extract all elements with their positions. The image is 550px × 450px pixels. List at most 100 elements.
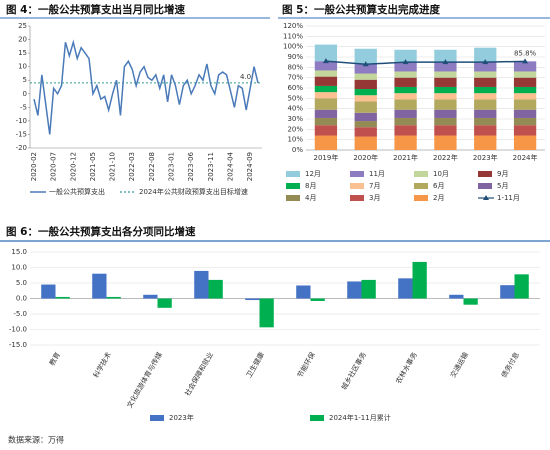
- bar-segment: [394, 125, 417, 136]
- bar-segment: [394, 99, 417, 110]
- y-tick-label: 40%: [287, 105, 303, 113]
- y-tick-label: 70%: [287, 74, 303, 82]
- legend-swatch: [150, 415, 164, 421]
- line-marker: [322, 58, 329, 64]
- x-tick-label: 2022年: [433, 153, 458, 162]
- line-marker: [482, 59, 489, 65]
- legend-label: 2024年1-11月累计: [329, 413, 391, 422]
- legend-label: 2月: [433, 194, 444, 202]
- y-tick-label: 80%: [287, 63, 303, 71]
- bar: [398, 278, 413, 299]
- bar-segment: [513, 86, 537, 94]
- bar-segment: [314, 117, 338, 126]
- y-tick-label: -15.0: [9, 341, 27, 349]
- bar-segment: [314, 135, 338, 150]
- bar-segment: [474, 71, 497, 78]
- bar: [310, 298, 325, 301]
- legend-swatch: [286, 183, 300, 189]
- bar-segment: [354, 79, 377, 90]
- y-tick-label: 15.0: [11, 248, 27, 256]
- legend-label: 3月: [369, 194, 380, 202]
- y-tick-label: -10: [16, 117, 27, 125]
- legend-label: 4月: [305, 194, 316, 202]
- x-tick-label: 2020-12: [69, 152, 77, 181]
- bar-segment: [434, 117, 457, 126]
- bar-segment: [474, 125, 497, 136]
- y-tick-label: 0.0: [16, 295, 27, 303]
- bar-segment: [474, 135, 497, 150]
- x-tick-label: 农林水事务: [394, 351, 419, 386]
- x-tick-label: 2020年: [353, 153, 378, 162]
- bar-segment: [434, 93, 457, 100]
- bar-segment: [474, 99, 497, 110]
- chart-title: 图 6：一般公共预算支出各分项同比增速: [6, 225, 196, 238]
- bar-segment: [474, 47, 497, 63]
- x-tick-label: 2021年: [393, 153, 418, 162]
- y-tick-label: 20%: [287, 125, 303, 133]
- bar-segment: [513, 117, 537, 126]
- bar-segment: [513, 77, 537, 87]
- bar: [55, 296, 70, 299]
- bar-segment: [474, 109, 497, 118]
- bar-segment: [394, 49, 417, 63]
- x-tick-label: 2021-05: [89, 152, 97, 181]
- x-tick-label: 交通运输: [448, 351, 470, 380]
- y-tick-label: 15: [18, 49, 27, 57]
- y-tick-label: -5.0: [13, 310, 27, 318]
- bar-segment: [314, 70, 338, 77]
- reference-label: 4.0: [240, 73, 251, 81]
- y-tick-label: 90%: [287, 53, 303, 61]
- x-tick-label: 2024年: [513, 153, 538, 162]
- bar-segment: [314, 44, 338, 62]
- bar-segment: [314, 98, 338, 110]
- bar-segment: [513, 71, 537, 78]
- bar-segment: [394, 135, 417, 150]
- line-marker: [402, 59, 409, 65]
- legend-label: 5月: [497, 182, 508, 190]
- y-tick-label: 100%: [283, 43, 303, 51]
- x-tick-label: 2023-11: [207, 152, 215, 181]
- y-tick-label: 10%: [287, 136, 303, 144]
- bar: [463, 298, 478, 305]
- bar: [106, 296, 121, 299]
- x-tick-label: 2019年: [314, 153, 339, 162]
- x-tick-label: 节能环保: [295, 351, 317, 380]
- legend-label: 1-11月: [497, 194, 520, 202]
- x-tick-label: 文化旅游体育与传媒: [125, 351, 164, 410]
- y-tick-label: 10: [18, 63, 27, 71]
- y-tick-label: -5: [20, 103, 27, 111]
- bar: [514, 274, 529, 299]
- legend-label: 一般公共预算支出: [49, 187, 105, 196]
- bar: [347, 281, 362, 299]
- chart-title: 图 4：一般公共预算支出当月同比增速: [6, 3, 185, 16]
- bar-segment: [434, 71, 457, 78]
- bar-segment: [434, 125, 457, 136]
- legend-swatch: [478, 171, 492, 177]
- bar-segment: [354, 73, 377, 80]
- y-tick-label: 5.0: [16, 279, 27, 287]
- x-tick-label: 2020-07: [50, 152, 58, 181]
- bar-segment: [394, 109, 417, 118]
- y-tick-label: -20: [16, 144, 27, 152]
- bar-segment: [314, 85, 338, 93]
- bar-segment: [513, 125, 537, 136]
- bar: [208, 279, 223, 299]
- legend-label: 12月: [305, 170, 321, 178]
- x-tick-label: 债务付息: [499, 351, 521, 380]
- bar: [194, 270, 209, 299]
- legend-label: 6月: [433, 182, 444, 190]
- legend-label: 10月: [433, 170, 449, 178]
- bar-segment: [513, 135, 537, 150]
- bar-segment: [434, 86, 457, 94]
- y-tick-label: 20: [18, 36, 27, 44]
- y-tick-label: -15: [16, 130, 27, 138]
- bar-segment: [354, 121, 377, 128]
- bar-segment: [394, 93, 417, 100]
- bar: [296, 285, 311, 299]
- bar-segment: [354, 127, 377, 137]
- bar-segment: [474, 117, 497, 126]
- x-tick-label: 2020-02: [30, 152, 38, 181]
- bar-segment: [314, 109, 338, 118]
- y-tick-label: 30%: [287, 115, 303, 123]
- line-marker: [442, 59, 449, 65]
